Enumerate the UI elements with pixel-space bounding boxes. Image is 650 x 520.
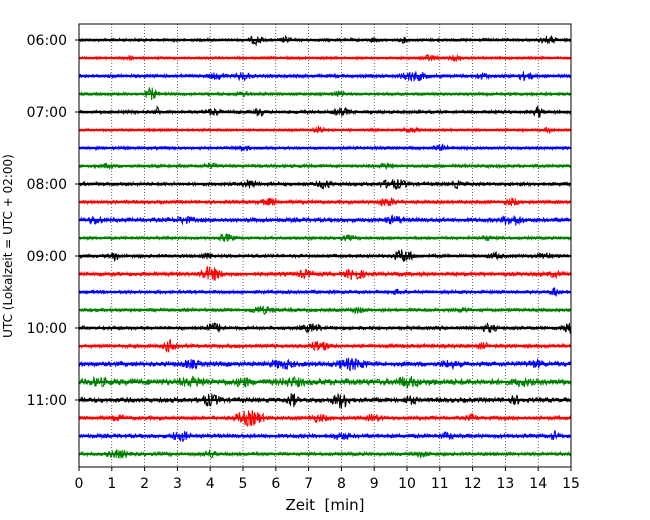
x-axis-ticks: 0 1 2 3 4 5 6 7 8 9 10 11 12 13 14 15: [75, 467, 580, 492]
y-axis-label: UTC (Lokalzeit = UTC + 02:00): [1, 154, 15, 338]
y-tick-label: 10:00: [27, 321, 67, 337]
x-tick-label: 11: [431, 476, 449, 492]
x-tick-label: 9: [370, 476, 379, 492]
x-tick-label: 4: [206, 476, 215, 492]
y-axis-ticks: 06:00 07:00 08:00 09:00 10:00 11:00: [27, 33, 79, 409]
x-tick-label: 10: [398, 476, 416, 492]
x-tick-label: 14: [529, 476, 547, 492]
plot-frame: [78, 23, 572, 468]
x-tick-label: 6: [271, 476, 280, 492]
x-tick-label: 13: [496, 476, 514, 492]
x-tick-label: 2: [140, 476, 149, 492]
trace-rows: [78, 34, 572, 460]
trace-line: [78, 197, 572, 207]
x-axis-label: Zeit [min]: [285, 496, 364, 514]
x-tick-label: 0: [75, 476, 84, 492]
x-tick-label: 1: [107, 476, 116, 492]
y-tick-label: 07:00: [27, 105, 67, 121]
y-tick-label: 11:00: [27, 393, 67, 409]
y-tick-label: 08:00: [27, 177, 67, 193]
x-tick-label: 12: [464, 476, 482, 492]
x-tick-label: 7: [304, 476, 313, 492]
y-tick-label: 06:00: [27, 33, 67, 49]
x-tick-label: 15: [562, 476, 580, 492]
x-tick-label: 5: [239, 476, 248, 492]
y-tick-label: 09:00: [27, 249, 67, 265]
trace-line: [78, 375, 572, 389]
x-tick-label: 3: [173, 476, 182, 492]
x-tick-label: 8: [337, 476, 346, 492]
